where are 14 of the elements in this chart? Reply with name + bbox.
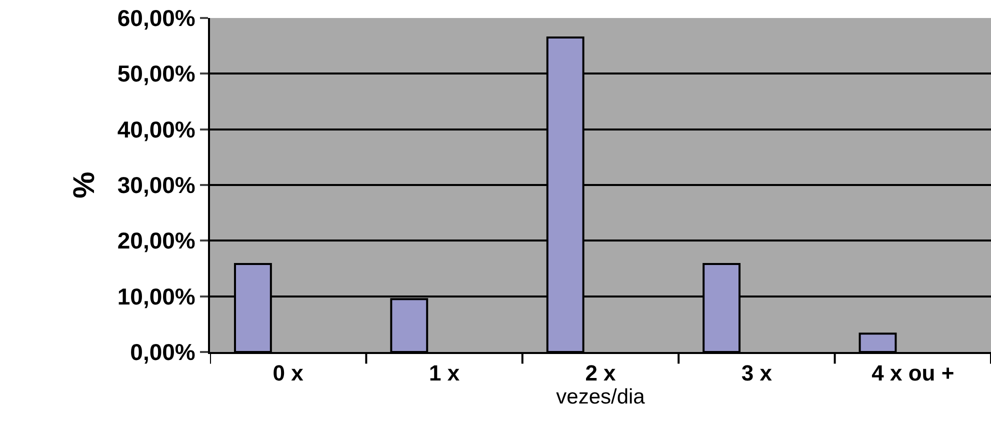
- x-tick-label: 4 x ou +: [872, 360, 954, 386]
- y-tick-label: 40,00%: [117, 116, 196, 142]
- y-tick-label: 0,00%: [130, 339, 196, 366]
- x-axis-title: vezes/dia: [556, 385, 646, 408]
- x-tick-label: 3 x: [741, 360, 773, 386]
- y-tick-label: 60,00%: [117, 5, 196, 32]
- x-tick-label: 1 x: [429, 360, 460, 386]
- x-tick-label: 0 x: [272, 360, 304, 386]
- y-tick-label: 50,00%: [117, 60, 196, 87]
- y-tick-label: 10,00%: [117, 283, 196, 310]
- y-tick-label: 20,00%: [117, 228, 196, 254]
- y-axis-title: %: [68, 172, 101, 198]
- y-tick-label: 30,00%: [117, 172, 196, 198]
- x-tick-label: 2 x: [585, 360, 617, 386]
